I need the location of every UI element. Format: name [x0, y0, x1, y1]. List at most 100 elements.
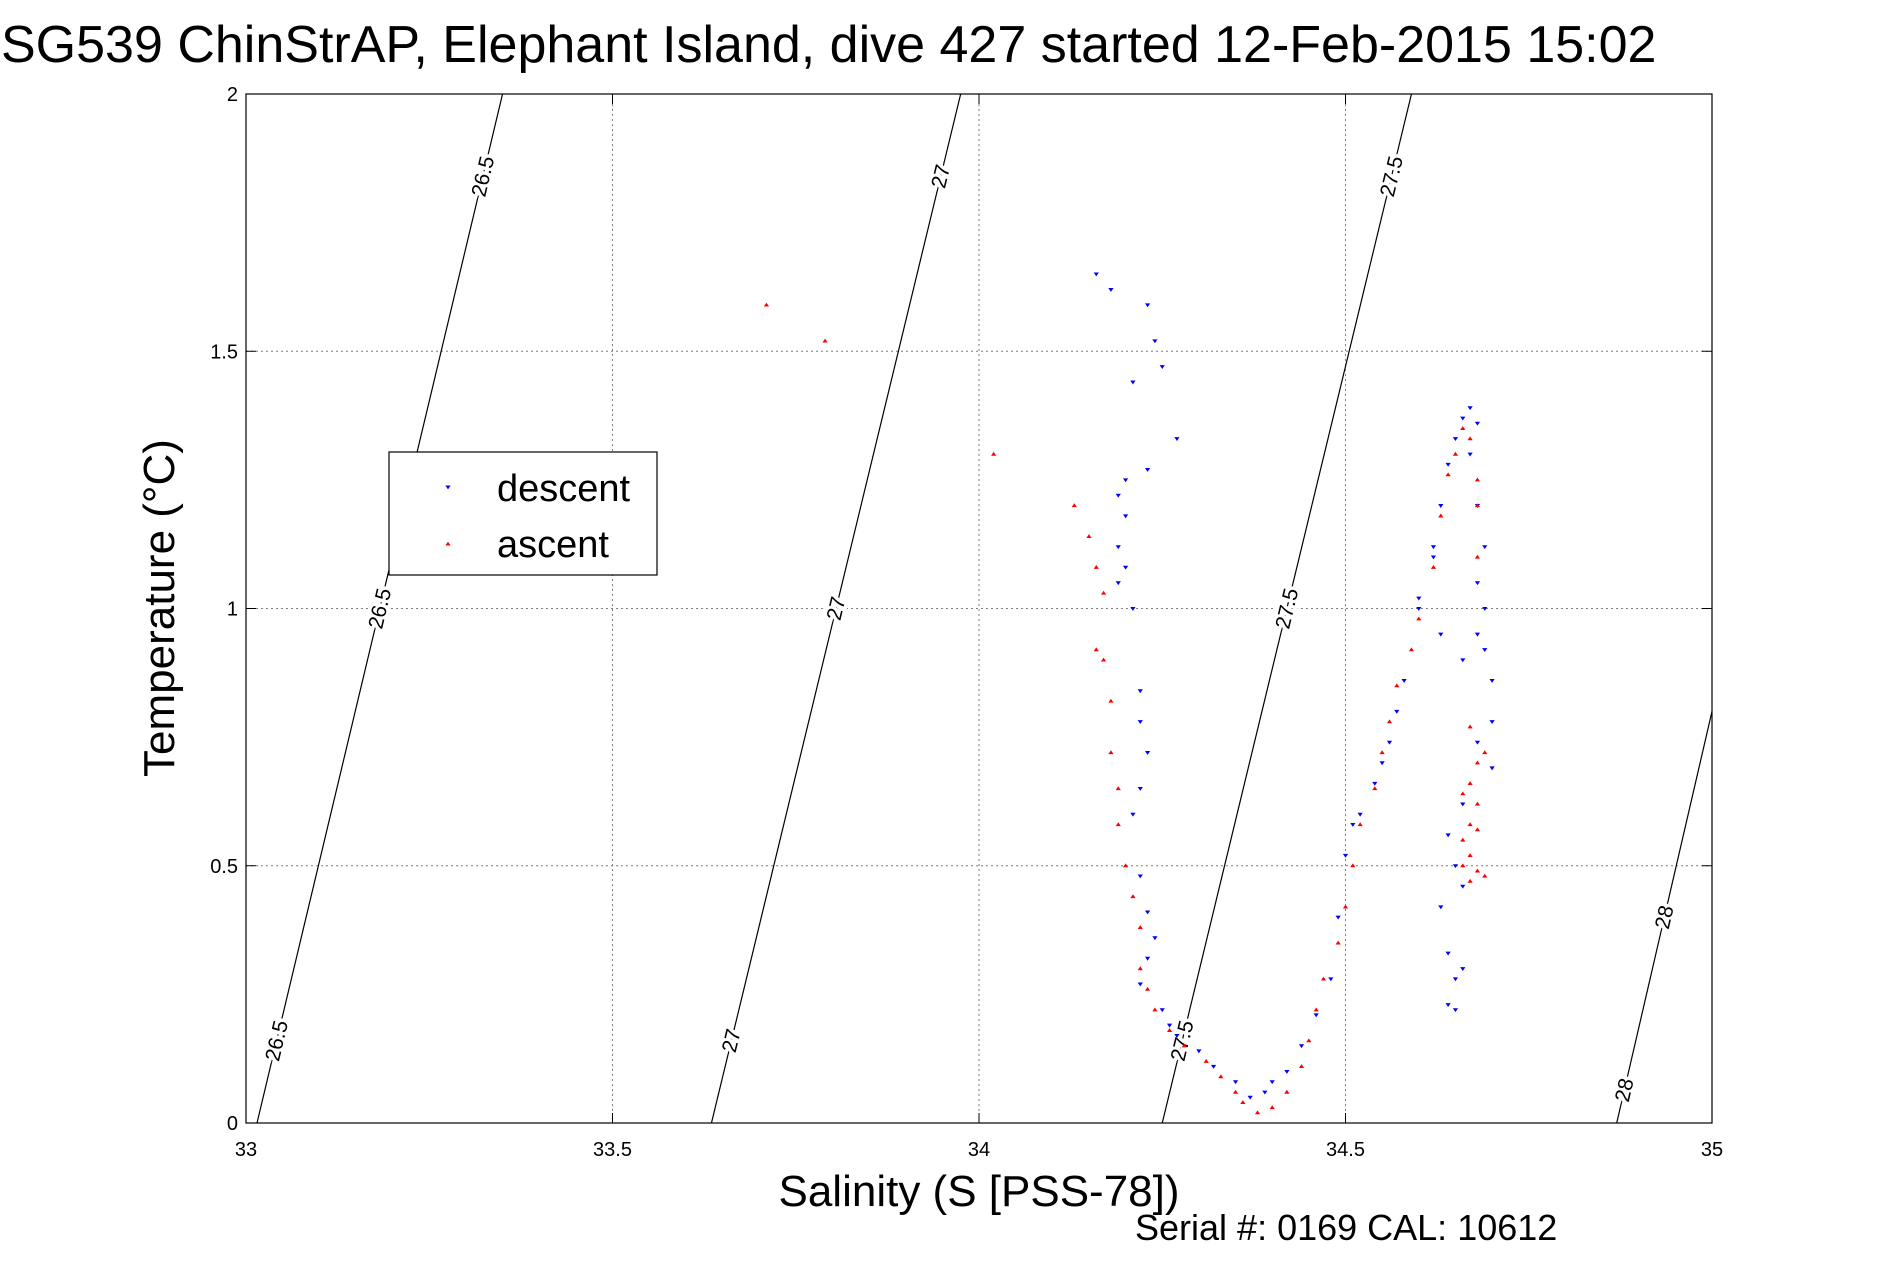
- descent-point: [1452, 864, 1459, 869]
- descent-point: [1210, 1064, 1217, 1069]
- descent-point: [1445, 462, 1451, 467]
- descent-point: [1123, 478, 1129, 483]
- ascent-point: [1386, 719, 1393, 724]
- descent-point: [1386, 740, 1393, 745]
- ascent-point: [1460, 863, 1466, 868]
- ascent-point: [1152, 1007, 1158, 1012]
- ascent-point: [1101, 657, 1107, 662]
- ascent-point: [1474, 554, 1481, 559]
- ascent-point: [1254, 1110, 1261, 1115]
- ascent-point: [1452, 451, 1459, 456]
- descent-point: [1232, 1080, 1239, 1085]
- descent-point: [1115, 493, 1121, 498]
- ascent-point: [1342, 904, 1349, 909]
- ascent-point: [1108, 750, 1114, 755]
- ascent-point: [1474, 868, 1481, 873]
- descent-point: [1335, 915, 1341, 920]
- descent-point: [1379, 761, 1385, 766]
- descent-point: [1144, 910, 1151, 915]
- legend-box: [388, 451, 658, 576]
- descent-point: [1438, 632, 1444, 637]
- y-tick-label: 0: [227, 1113, 238, 1135]
- ascent-point: [1482, 750, 1488, 755]
- ascent-point: [1482, 873, 1488, 878]
- isopycnal-line: [1161, 94, 1413, 1123]
- descent-point: [1137, 787, 1143, 791]
- descent-point: [1482, 606, 1488, 611]
- descent-point: [1460, 884, 1466, 889]
- descent-point: [1482, 545, 1488, 550]
- descent-point: [1452, 1008, 1459, 1013]
- ascent-point: [1144, 986, 1151, 991]
- ascent-point: [1298, 1064, 1305, 1068]
- legend-label-ascent: ascent: [497, 524, 609, 566]
- descent-point: [1416, 606, 1422, 611]
- ascent-point: [822, 338, 828, 343]
- descent-point: [1474, 421, 1481, 426]
- x-tick-label: 34.5: [1326, 1139, 1365, 1161]
- descent-point: [1467, 452, 1473, 457]
- grid-lines: [246, 94, 1712, 1123]
- ascent-point: [1269, 1105, 1275, 1110]
- descent-point: [1247, 1095, 1253, 1100]
- ascent-point: [1306, 1038, 1312, 1043]
- ascent-point: [1130, 894, 1136, 899]
- descent-point: [1489, 678, 1495, 683]
- descent-point: [1394, 709, 1400, 714]
- descent-point: [1357, 812, 1363, 817]
- legend-marker-ascent: [445, 541, 451, 546]
- legend-marker-descent: [445, 485, 451, 490]
- ascent-point: [1335, 940, 1341, 945]
- ascent-point: [1101, 590, 1107, 595]
- descent-point: [1438, 504, 1444, 508]
- ascent-point: [991, 451, 997, 456]
- descent-point: [1166, 1023, 1173, 1028]
- ascent-point: [1357, 822, 1363, 827]
- ascent-point: [1284, 1089, 1290, 1094]
- descent-point: [1130, 812, 1136, 817]
- descent-point: [1093, 272, 1099, 277]
- ascent-point: [1071, 503, 1077, 508]
- legend: descent ascent: [388, 451, 658, 576]
- descent-point: [1144, 468, 1151, 472]
- descent-point: [1174, 437, 1180, 442]
- y-tick-label: 0.5: [210, 856, 238, 878]
- descent-point: [1152, 339, 1158, 344]
- ascent-point: [1093, 565, 1099, 569]
- descent-point: [1460, 658, 1466, 663]
- descent-point: [1196, 1049, 1202, 1054]
- descent-point: [1130, 606, 1136, 611]
- isopycnal-line: [256, 94, 504, 1123]
- descent-point: [1144, 303, 1151, 308]
- ascent-point: [1474, 760, 1481, 765]
- descent-point: [1350, 823, 1356, 827]
- descent-point: [1445, 1003, 1451, 1008]
- ascent-point: [1232, 1089, 1239, 1094]
- ascent-point: [1181, 1043, 1187, 1048]
- descent-point: [1269, 1080, 1275, 1085]
- descent-point: [1137, 720, 1143, 725]
- ascent-point: [763, 302, 770, 307]
- ascent-point: [1093, 647, 1099, 652]
- ascent-point: [1467, 878, 1473, 883]
- ascent-point: [1474, 801, 1481, 806]
- ascent-point: [1350, 863, 1356, 868]
- ascent-point: [1123, 863, 1129, 868]
- ascent-point: [1467, 436, 1473, 441]
- ascent-point: [1460, 791, 1466, 796]
- ascent-series: [763, 302, 1488, 1115]
- ascent-point: [1438, 513, 1444, 518]
- descent-point: [1115, 545, 1121, 550]
- ascent-point: [1460, 426, 1466, 430]
- descent-point: [1137, 874, 1143, 879]
- descent-point: [1452, 977, 1459, 982]
- serial-cal-footer: Serial #: 0169 CAL: 10612: [1135, 1207, 1557, 1248]
- descent-point: [1284, 1069, 1290, 1074]
- ascent-point: [1445, 472, 1451, 477]
- descent-point: [1152, 936, 1158, 941]
- ascent-point: [1467, 781, 1473, 785]
- ascent-point: [1430, 565, 1437, 569]
- descent-point: [1474, 632, 1481, 637]
- descent-point: [1430, 555, 1437, 560]
- descent-point: [1115, 581, 1121, 586]
